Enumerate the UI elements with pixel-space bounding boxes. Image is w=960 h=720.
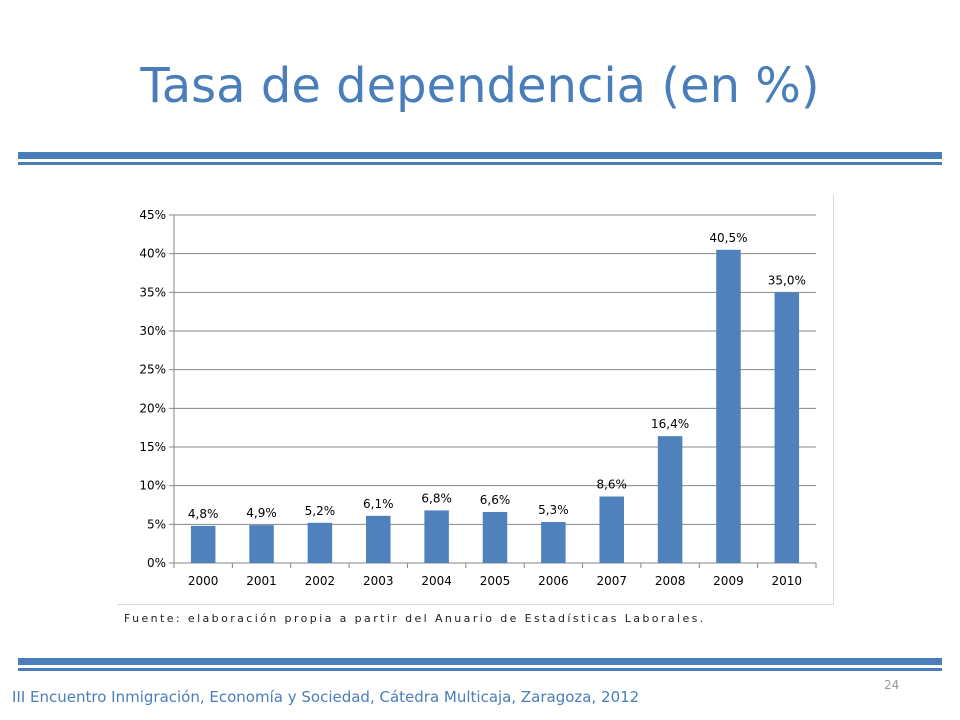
bar-chart: 0% 5% 10% 15% 20% 25% 30% 35% 40% 45% 4,8% 2000 4,9%… bbox=[139, 208, 817, 588]
bar bbox=[424, 510, 449, 563]
bar bbox=[657, 436, 683, 563]
data-label: 5,2% bbox=[305, 504, 336, 518]
bar bbox=[599, 496, 624, 563]
data-label: 5,3% bbox=[538, 503, 569, 517]
chart-area: 0% 5% 10% 15% 20% 25% 30% 35% 40% 45% 4,8% 2000 4,9%… bbox=[117, 195, 834, 605]
y-tick-label: 10% bbox=[139, 479, 166, 493]
x-tick-label: 2005 bbox=[480, 574, 511, 588]
bar bbox=[249, 525, 274, 563]
bar bbox=[366, 515, 391, 563]
top-divider bbox=[18, 152, 942, 166]
x-tick-label: 2006 bbox=[538, 574, 569, 588]
x-tick-label: 2007 bbox=[596, 574, 627, 588]
data-label: 6,8% bbox=[421, 491, 452, 505]
data-label: 4,9% bbox=[246, 506, 277, 520]
x-tick-label: 2001 bbox=[246, 574, 277, 588]
x-tick-label: 2004 bbox=[421, 574, 452, 588]
slide-title: Tasa de dependencia (en %) bbox=[140, 58, 820, 114]
data-label: 4,8% bbox=[188, 507, 219, 521]
bar bbox=[774, 292, 800, 563]
x-tick-label: 2010 bbox=[772, 574, 803, 588]
page-number: 24 bbox=[884, 678, 900, 692]
bar bbox=[482, 511, 508, 563]
x-tick-label: 2000 bbox=[188, 574, 219, 588]
y-tick-label: 0% bbox=[147, 556, 166, 570]
y-tick-label: 5% bbox=[147, 517, 166, 531]
data-label: 40,5% bbox=[709, 231, 747, 245]
y-tick-label: 40% bbox=[139, 247, 166, 261]
data-label: 35,0% bbox=[768, 273, 806, 287]
y-tick-label: 30% bbox=[139, 324, 166, 338]
y-tick-label: 15% bbox=[139, 440, 166, 454]
y-tick-label: 45% bbox=[139, 208, 166, 222]
data-label: 6,1% bbox=[363, 497, 394, 511]
y-tick-label: 25% bbox=[139, 363, 166, 377]
footer-text: III Encuentro Inmigración, Economía y So… bbox=[12, 688, 640, 706]
bar bbox=[190, 525, 216, 563]
y-tick-label: 20% bbox=[139, 401, 166, 415]
x-tick-label: 2003 bbox=[363, 574, 394, 588]
bottom-divider bbox=[18, 658, 942, 672]
x-tick-label: 2009 bbox=[713, 574, 744, 588]
x-tick-label: 2002 bbox=[305, 574, 336, 588]
y-tick-label: 35% bbox=[139, 285, 166, 299]
data-label: 16,4% bbox=[651, 417, 689, 431]
data-label: 8,6% bbox=[596, 477, 627, 491]
data-label: 6,6% bbox=[480, 493, 511, 507]
bar bbox=[541, 522, 566, 563]
bar bbox=[716, 249, 741, 564]
bar bbox=[307, 522, 333, 563]
source-note: Fuente: elaboración propia a partir del … bbox=[124, 612, 706, 625]
x-tick-label: 2008 bbox=[655, 574, 686, 588]
